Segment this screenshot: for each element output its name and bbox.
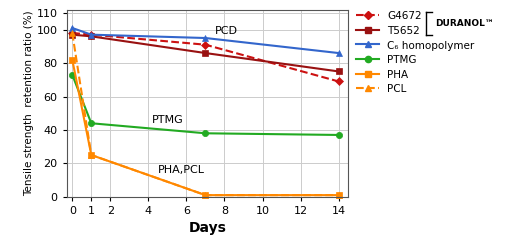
X-axis label: Days: Days bbox=[188, 221, 226, 235]
Text: PTMG: PTMG bbox=[152, 115, 184, 125]
Text: PCD: PCD bbox=[215, 25, 238, 36]
Legend: G4672, T5652, C₆ homopolymer, PTMG, PHA, PCL: G4672, T5652, C₆ homopolymer, PTMG, PHA,… bbox=[356, 11, 475, 94]
Text: DURANOL™: DURANOL™ bbox=[435, 19, 494, 28]
Text: PHA,PCL: PHA,PCL bbox=[158, 165, 205, 175]
Y-axis label: Tensile strength  retention ratio (%): Tensile strength retention ratio (%) bbox=[24, 10, 34, 196]
